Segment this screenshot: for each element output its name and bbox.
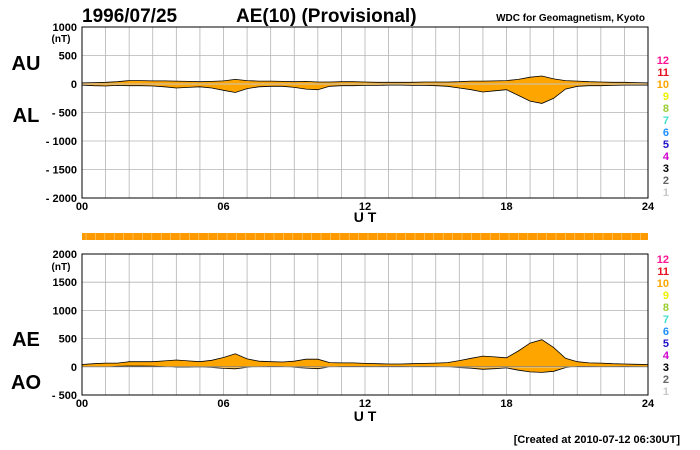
station-count-label: 9	[663, 91, 669, 103]
station-count-label: 9	[663, 290, 669, 302]
ae-ao-x-tick-label: 18	[500, 398, 512, 410]
au-al-y-tick-label: - 2000	[46, 193, 77, 205]
ae-ao-x-tick-label: 24	[642, 398, 655, 410]
al-label: AL	[13, 105, 40, 127]
station-count-label: 3	[663, 362, 669, 374]
au-al-frame	[81, 26, 649, 199]
station-count-label: 1	[663, 187, 669, 199]
ae-area	[81, 339, 649, 368]
au-al-x-axis-label: U T	[354, 209, 377, 225]
au-area	[81, 75, 649, 85]
station-count-label: 10	[657, 278, 669, 290]
station-count-label: 4	[663, 151, 670, 163]
ae-ao-y-tick-label: 1500	[53, 277, 77, 289]
ae-ao-x-tick-label: 00	[76, 398, 88, 410]
station-count-label: 1	[663, 386, 669, 398]
station-count-label: 5	[663, 338, 669, 350]
ae-ao-x-axis-label: U T	[354, 408, 377, 424]
station-count-label: 2	[663, 374, 669, 386]
au-al-y-tick-label: 1000	[53, 22, 77, 34]
au-al-y-tick-label: 500	[59, 51, 77, 63]
station-count-label: 11	[657, 266, 669, 278]
availability-bar-marks	[85, 233, 641, 240]
ae-ao-y-tick-label: - 500	[52, 390, 77, 402]
station-count-label: 7	[663, 115, 669, 127]
station-count-label: 8	[663, 103, 669, 115]
au-al-x-tick-labels: 00 06 12 18 24	[76, 201, 655, 213]
ae-ao-x-tick-label: 12	[359, 398, 371, 410]
au-al-y-tick-label: - 1500	[46, 165, 77, 177]
au-al-unit-label: (nT)	[52, 34, 71, 45]
ae-ao-grid	[82, 254, 648, 395]
station-count-label: 3	[663, 163, 669, 175]
station-count-label: 7	[663, 314, 669, 326]
station-count-label: 5	[663, 139, 669, 151]
ao-label: AO	[11, 372, 41, 394]
au-al-x-tick-label: 24	[642, 201, 655, 213]
station-count-label: 6	[663, 326, 669, 338]
ae-ao-unit-label: (nT)	[52, 262, 71, 273]
au-al-y-tick-labels: 1000 500 0 - 500 - 1000 - 1500 - 2000	[46, 22, 77, 205]
station-count-label: 4	[663, 350, 670, 362]
ae-ao-y-tick-label: 1000	[53, 305, 77, 317]
ae-ao-frame	[81, 253, 649, 396]
ae-ao-y-tick-labels: 2000 1500 1000 500 0 - 500	[52, 249, 77, 402]
index-title: AE(10) (Provisional)	[236, 6, 417, 27]
ae-ao-y-tick-label: 0	[71, 362, 77, 374]
ae-ao-y-tick-label: 500	[59, 334, 77, 346]
al-area	[81, 83, 649, 104]
au-al-x-tick-label: 00	[76, 201, 88, 213]
ae-ao-panel: 2000 1500 1000 500 0 - 500 00 06 12 18 24 (nT) AE…	[11, 249, 655, 424]
station-count-label: 6	[663, 127, 669, 139]
created-timestamp: [Created at 2010-07-12 06:30UT]	[514, 434, 681, 446]
au-al-panel: 1000 500 0 - 500 - 1000 - 1500 - 2000 00 06 12 18…	[12, 22, 655, 225]
au-al-y-tick-label: 0	[71, 79, 77, 91]
data-availability-bar	[82, 233, 648, 240]
au-al-grid	[82, 27, 648, 198]
date-title: 1996/07/25	[82, 6, 178, 27]
station-count-label: 12	[657, 55, 669, 67]
station-count-label: 11	[657, 67, 669, 79]
au-al-y-tick-label: - 500	[52, 108, 77, 120]
station-count-label: 8	[663, 302, 669, 314]
ae-ao-y-tick-label: 2000	[53, 249, 77, 261]
au-al-y-tick-label: - 1000	[46, 136, 77, 148]
station-count-label: 12	[657, 254, 669, 266]
au-label: AU	[12, 53, 41, 75]
station-count-label: 10	[657, 79, 669, 91]
source-label: WDC for Geomagnetism, Kyoto	[496, 13, 645, 24]
au-al-x-tick-label: 06	[217, 201, 229, 213]
au-al-x-tick-label: 12	[359, 201, 371, 213]
ae-ao-x-tick-labels: 00 06 12 18 24	[76, 398, 655, 410]
ae-label: AE	[12, 329, 40, 351]
ae-ao-x-tick-label: 06	[217, 398, 229, 410]
station-count-label: 2	[663, 175, 669, 187]
au-al-x-tick-label: 18	[500, 201, 512, 213]
